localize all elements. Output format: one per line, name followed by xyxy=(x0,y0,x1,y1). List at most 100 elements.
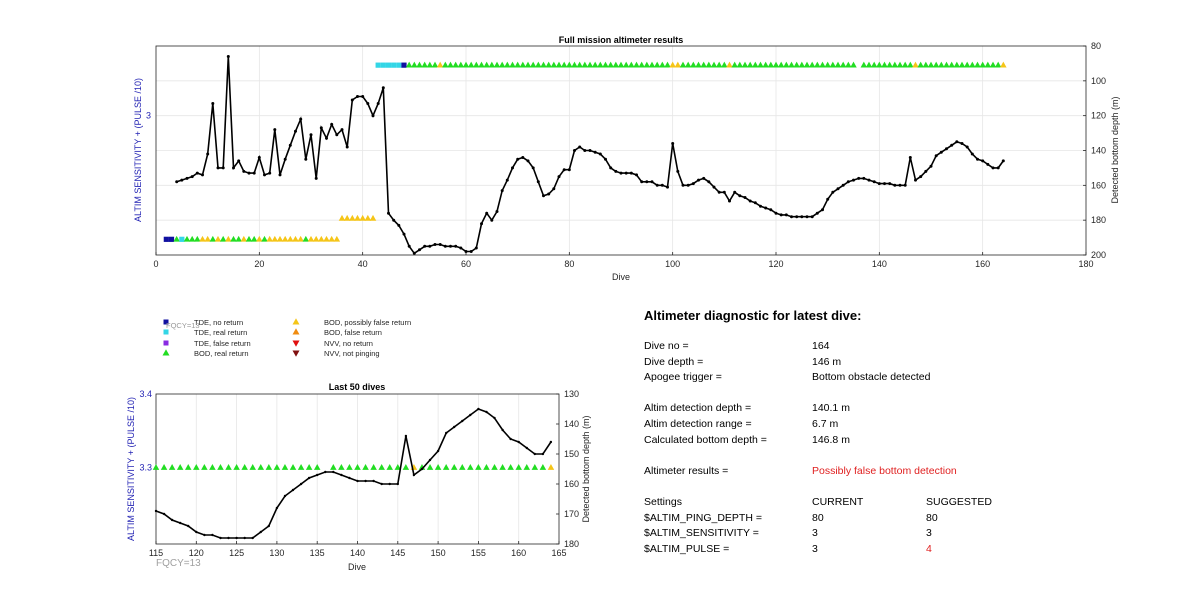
bod-marker xyxy=(504,61,511,68)
dive-point xyxy=(216,166,220,170)
bod-marker xyxy=(499,463,506,470)
dive-point xyxy=(929,164,933,168)
dive-point xyxy=(304,157,308,161)
dive-point xyxy=(867,178,871,182)
setting-row: $ALTIM_PULSE = 3 4 xyxy=(644,542,1184,558)
dive-point xyxy=(454,244,458,248)
bod-marker xyxy=(803,61,811,68)
dive-depth-label: Dive depth = xyxy=(644,355,704,368)
dive-point xyxy=(428,458,432,462)
dive-point xyxy=(340,128,344,132)
bod-marker xyxy=(886,61,893,68)
dive-point xyxy=(232,166,235,170)
full-y-right-tick-label: 80 xyxy=(1091,41,1101,51)
dive-no-row: Dive no = 164 xyxy=(644,339,1184,355)
dive-point xyxy=(552,187,556,191)
dive-point xyxy=(345,145,349,149)
bod-marker xyxy=(581,61,589,68)
bod-marker xyxy=(416,61,423,68)
apogee-label: Apogee trigger = xyxy=(644,371,722,384)
legend-square-icon xyxy=(163,340,169,346)
dive-point xyxy=(743,196,747,199)
bod-marker xyxy=(297,463,305,470)
dive-point xyxy=(252,171,256,175)
dive-point xyxy=(299,117,303,121)
last50-x-tick-label: 115 xyxy=(149,548,163,558)
bod-marker xyxy=(467,61,475,68)
bod-marker xyxy=(491,463,498,470)
dive-point xyxy=(324,470,327,474)
bod-marker xyxy=(648,61,656,68)
bod-marker xyxy=(378,463,385,470)
dive-point xyxy=(883,182,886,186)
dive-point xyxy=(291,488,295,492)
dive-point xyxy=(201,173,204,177)
bod-marker xyxy=(402,463,410,470)
dive-point xyxy=(388,482,391,486)
results-value: Possibly false bottom detection xyxy=(812,464,957,477)
dive-point xyxy=(407,244,411,248)
dive-point xyxy=(908,156,912,159)
dive-point xyxy=(364,479,367,483)
dive-point xyxy=(872,180,876,184)
bod-marker xyxy=(249,463,256,470)
detect-depth-label: Altim detection depth = xyxy=(644,402,752,415)
bod-marker xyxy=(257,463,265,470)
bod-marker xyxy=(312,235,320,242)
bod-marker xyxy=(349,214,356,221)
dive-point xyxy=(436,449,440,453)
dive-point xyxy=(629,171,633,175)
detect-range-label: Altim detection range = xyxy=(644,417,752,430)
bod-marker xyxy=(305,463,313,470)
bod-marker xyxy=(509,61,516,68)
bod-marker xyxy=(710,61,718,68)
bod-marker xyxy=(612,61,620,68)
dive-point xyxy=(728,199,731,203)
dive-point xyxy=(645,180,649,184)
dive-point xyxy=(195,171,199,175)
dive-point xyxy=(810,215,814,219)
bod-marker xyxy=(746,61,754,68)
legend-down-triangle-icon xyxy=(292,350,300,357)
dive-point xyxy=(273,128,277,132)
dive-point xyxy=(516,157,520,161)
bod-marker xyxy=(411,61,418,68)
bod-marker xyxy=(571,61,578,68)
dive-point xyxy=(779,213,783,217)
bod-marker xyxy=(881,61,888,68)
legend-up-triangle-icon xyxy=(162,349,170,356)
dive-point xyxy=(671,142,675,145)
dive-point xyxy=(609,166,613,170)
bod-marker xyxy=(808,61,816,68)
dive-point xyxy=(681,183,685,187)
bod-marker xyxy=(431,61,439,68)
bod-marker xyxy=(447,61,454,68)
dive-point xyxy=(604,157,607,161)
bod-marker xyxy=(638,61,645,68)
bod-marker xyxy=(362,463,369,470)
dive-point xyxy=(371,114,375,118)
dive-point xyxy=(190,175,194,179)
bod-marker xyxy=(540,61,547,68)
dive-point xyxy=(733,190,737,194)
legend-label: NVV, no return xyxy=(324,339,373,348)
dive-point xyxy=(396,482,399,486)
dive-point xyxy=(738,194,742,198)
dive-point xyxy=(531,166,535,170)
tde-marker xyxy=(163,236,169,242)
bod-marker xyxy=(845,61,852,68)
dive-point xyxy=(211,533,214,537)
bod-marker xyxy=(256,235,263,242)
dive-point xyxy=(350,98,354,102)
last50-x-axis-label: Dive xyxy=(348,562,366,572)
bod-marker xyxy=(529,61,537,68)
bod-marker xyxy=(907,61,914,68)
setting-current: 3 xyxy=(812,527,818,540)
dive-point xyxy=(852,178,855,182)
bod-marker xyxy=(943,61,950,68)
bod-marker xyxy=(289,463,297,470)
bod-marker xyxy=(974,61,981,68)
dive-point xyxy=(445,431,448,435)
dive-point xyxy=(469,250,473,253)
dive-point xyxy=(914,178,917,182)
